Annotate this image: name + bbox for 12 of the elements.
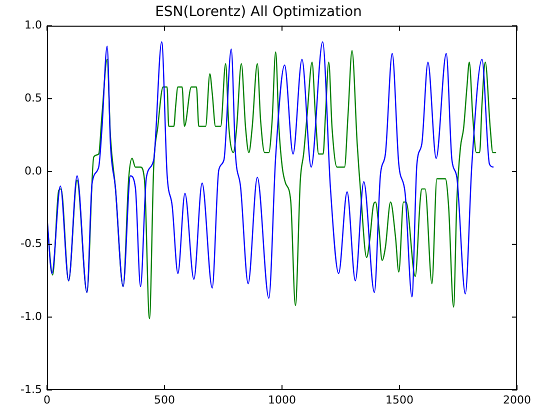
x-tick-label: 500 <box>154 393 175 406</box>
x-tick-label: 0 <box>44 393 50 406</box>
chart-title: ESN(Lorentz) All Optimization <box>155 4 362 20</box>
y-tick-label: 1.0 <box>24 18 42 32</box>
x-tick-label: 2000 <box>503 393 531 406</box>
y-tick-label: -0.5 <box>20 237 42 250</box>
y-tick-label: -1.5 <box>20 382 42 396</box>
y-tick-label: 0.5 <box>24 92 42 104</box>
y-tick-label: -1.0 <box>20 310 42 324</box>
x-tick-label: 1500 <box>386 393 414 406</box>
x-tick-label: 1000 <box>268 393 296 406</box>
y-tick-label: 0.0 <box>24 164 42 178</box>
